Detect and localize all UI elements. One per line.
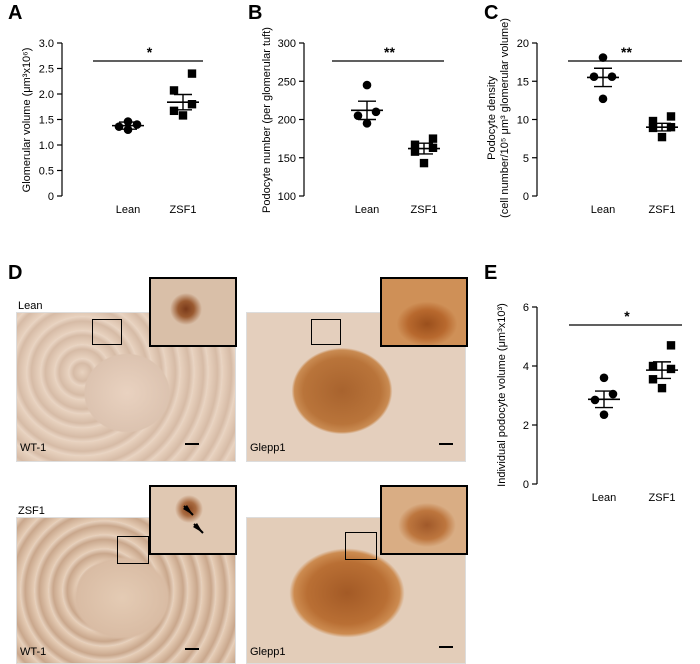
x-tick-label: Lean (116, 204, 140, 216)
y-tick-label: 3.0 (39, 38, 54, 50)
y-tick-label: 0.5 (39, 166, 54, 178)
y-axis-label: Podocyte number (per glomerular tuft) (261, 27, 273, 213)
data-point (187, 69, 197, 78)
inset-lean-glepp1 (380, 277, 468, 347)
data-point (169, 86, 179, 95)
y-tick-label: 250 (278, 76, 296, 88)
data-point (169, 106, 179, 116)
y-tick-label: 1.5 (39, 115, 54, 127)
y-tick-label: 150 (278, 153, 296, 165)
y-tick-label: 4 (523, 361, 529, 373)
row-label-zsf1: ZSF1 (18, 505, 45, 517)
data-point (599, 410, 609, 419)
y-tick-label: 2.0 (39, 89, 54, 101)
data-point (666, 112, 676, 121)
scale-bar (439, 443, 453, 445)
scale-bar (439, 646, 453, 648)
data-point (410, 147, 420, 156)
data-point (187, 100, 197, 109)
chart-b: 100 150 200 250 300 Podocyte number (per glom… (261, 27, 444, 216)
x-tick-label: Lean (592, 492, 616, 504)
roi-box (311, 319, 341, 345)
data-point (666, 341, 676, 350)
inset-zsf1-wt1 (149, 485, 237, 555)
y-axis-label: Glomerular volume (μm³x10⁶) (21, 48, 33, 193)
y-tick-label: 20 (517, 38, 529, 50)
y-tick-label: 1.0 (39, 140, 54, 152)
y-tick-label: 0 (523, 191, 529, 203)
row-label-lean: Lean (18, 300, 43, 312)
significance-label: * (147, 44, 153, 60)
significance-label: ** (621, 44, 632, 60)
data-point (666, 364, 676, 374)
arrow-icon (183, 505, 194, 516)
y-tick-label: 5 (523, 153, 529, 165)
y-tick-label: 100 (278, 191, 296, 203)
y-tick-label: 2.5 (39, 64, 54, 76)
data-point (608, 389, 618, 399)
y-tick-label: 2 (523, 420, 529, 432)
x-tick-label: Lean (591, 204, 615, 216)
panel-letter-b: B (248, 2, 263, 24)
panel-letter-a: A (8, 2, 23, 24)
stain-label: Glepp1 (250, 442, 286, 454)
y-tick-label: 0 (523, 479, 529, 491)
roi-box (345, 532, 377, 560)
data-point (598, 53, 608, 62)
roi-box (117, 536, 149, 564)
data-point (371, 107, 381, 117)
roi-box (92, 319, 122, 345)
inset-lean-wt1 (149, 277, 237, 347)
data-point (648, 361, 658, 371)
scale-bar (185, 443, 199, 445)
scale-bar (185, 648, 199, 650)
x-tick-label: ZSF1 (411, 204, 438, 216)
data-point (657, 383, 667, 393)
data-point (353, 111, 363, 120)
stain-label: Glepp1 (250, 646, 286, 658)
panel-letter-d: D (8, 262, 23, 284)
data-point (362, 80, 372, 90)
data-point (178, 111, 188, 120)
data-point (428, 134, 438, 143)
y-tick-label: 15 (517, 76, 529, 88)
x-tick-label: ZSF1 (649, 492, 676, 504)
stain-label: WT-1 (20, 442, 47, 454)
y-tick-label: 10 (517, 115, 529, 127)
data-point (657, 132, 667, 142)
data-point (599, 373, 609, 383)
x-tick-label: ZSF1 (170, 204, 197, 216)
chart-a: 0 0.5 1.0 1.5 2.0 2.5 3.0 Glomerular volume (μm… (21, 38, 203, 216)
data-point (410, 140, 420, 149)
x-tick-label: Lean (355, 204, 379, 216)
y-axis-label: Individual podocyte volume (μm³x10³) (496, 303, 508, 487)
data-point (648, 116, 658, 126)
y-axis-label: Podocyte density(cell number/10⁵ μm³ glo… (486, 18, 511, 218)
x-tick-label: ZSF1 (649, 204, 676, 216)
data-point (362, 119, 372, 128)
significance-label: * (624, 308, 630, 324)
panel-letter-c: C (484, 2, 499, 24)
y-tick-label: 6 (523, 302, 529, 314)
arrow-icon (193, 523, 204, 534)
chart-e: 0 2 4 6 Individual podocyte volume (μm³x10³)… (496, 302, 682, 504)
chart-c: 0 5 10 15 20 Podocyte density(cell number/10⁵… (486, 18, 682, 218)
data-point (419, 158, 429, 168)
y-tick-label: 200 (278, 115, 296, 127)
significance-label: ** (384, 44, 395, 60)
y-tick-label: 0 (48, 191, 54, 203)
inset-zsf1-glepp1 (380, 485, 468, 555)
y-tick-label: 300 (278, 38, 296, 50)
data-point (598, 94, 608, 104)
panel-letter-e: E (484, 262, 498, 284)
stain-label: WT-1 (20, 646, 47, 658)
data-point (648, 375, 658, 384)
